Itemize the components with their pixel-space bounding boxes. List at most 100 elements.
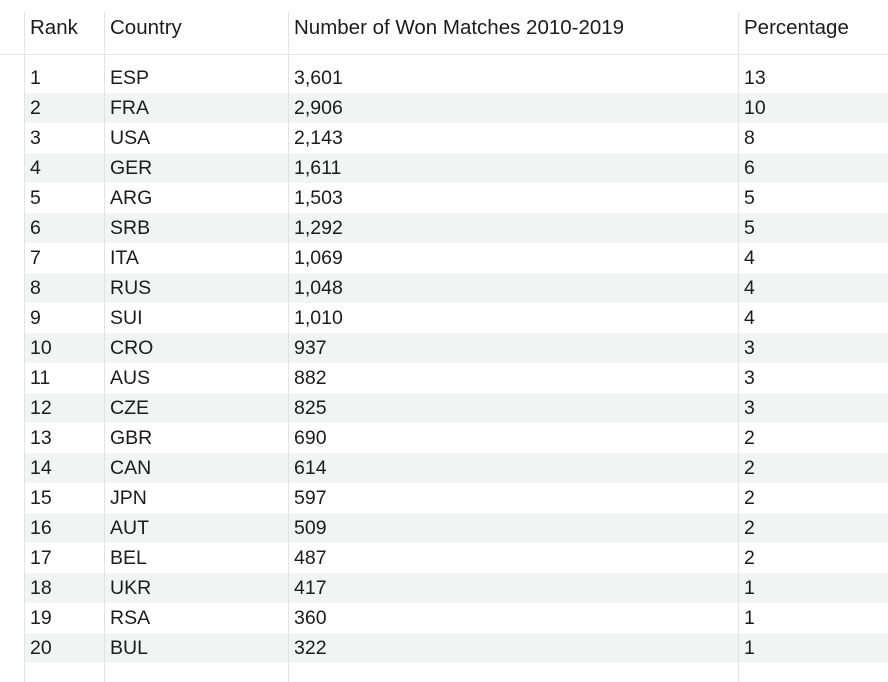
cell-rank[interactable]: 2	[30, 97, 41, 119]
cell-percentage[interactable]: 1	[744, 607, 755, 629]
cell-percentage[interactable]: 2	[744, 427, 755, 449]
cell-rank[interactable]: 9	[30, 307, 41, 329]
cell-percentage[interactable]: 4	[744, 247, 755, 269]
cell-won-matches[interactable]: 360	[294, 607, 327, 629]
cell-rank[interactable]: 19	[30, 607, 52, 629]
cell-won-matches[interactable]: 614	[294, 457, 327, 479]
cell-percentage[interactable]: 2	[744, 517, 755, 539]
cell-percentage[interactable]: 3	[744, 397, 755, 419]
table-row[interactable]: 3 USA 2,143 8	[24, 123, 888, 153]
cell-percentage[interactable]: 6	[744, 157, 755, 179]
cell-percentage[interactable]: 2	[744, 487, 755, 509]
table-row[interactable]: 2 FRA 2,906 10	[24, 93, 888, 123]
cell-won-matches[interactable]: 1,048	[294, 277, 343, 299]
table-row[interactable]: 10 CRO 937 3	[24, 333, 888, 363]
table-row[interactable]: 13 GBR 690 2	[24, 423, 888, 453]
cell-rank[interactable]: 16	[30, 517, 52, 539]
cell-percentage[interactable]: 10	[744, 97, 766, 119]
cell-country[interactable]: ESP	[110, 67, 150, 89]
cell-country[interactable]: UKR	[110, 577, 152, 599]
cell-rank[interactable]: 8	[30, 277, 41, 299]
cell-won-matches[interactable]: 937	[294, 337, 327, 359]
cell-won-matches[interactable]: 882	[294, 367, 327, 389]
cell-percentage[interactable]: 2	[744, 547, 755, 569]
cell-won-matches[interactable]: 690	[294, 427, 327, 449]
cell-percentage[interactable]: 8	[744, 127, 755, 149]
table-row[interactable]: 1 ESP 3,601 13	[24, 63, 888, 93]
cell-won-matches[interactable]: 2,143	[294, 127, 343, 149]
cell-rank[interactable]: 15	[30, 487, 52, 509]
cell-rank[interactable]: 17	[30, 547, 52, 569]
table-row[interactable]: 15 JPN 597 2	[24, 483, 888, 513]
cell-country[interactable]: BEL	[110, 547, 147, 569]
cell-country[interactable]: USA	[110, 127, 151, 149]
cell-country[interactable]: FRA	[110, 97, 149, 119]
cell-won-matches[interactable]: 322	[294, 637, 327, 659]
table-row[interactable]: 8 RUS 1,048 4	[24, 273, 888, 303]
table-row[interactable]: 7 ITA 1,069 4	[24, 243, 888, 273]
table-row[interactable]: 6 SRB 1,292 5	[24, 213, 888, 243]
cell-rank[interactable]: 1	[30, 67, 41, 89]
table-row[interactable]: 12 CZE 825 3	[24, 393, 888, 423]
cell-country[interactable]: AUT	[110, 517, 149, 539]
empty-row[interactable]	[24, 663, 888, 682]
cell-country[interactable]: SUI	[110, 307, 143, 329]
cell-country[interactable]: ITA	[110, 247, 139, 269]
cell-percentage[interactable]: 4	[744, 277, 755, 299]
cell-rank[interactable]: 5	[30, 187, 41, 209]
cell-country[interactable]: CAN	[110, 457, 152, 479]
table-row[interactable]: 20 BUL 322 1	[24, 633, 888, 663]
header-rank[interactable]: Rank	[30, 16, 78, 39]
cell-rank[interactable]: 3	[30, 127, 41, 149]
cell-percentage[interactable]: 5	[744, 187, 755, 209]
cell-rank[interactable]: 20	[30, 637, 52, 659]
cell-country[interactable]: JPN	[110, 487, 147, 509]
table-row[interactable]: 14 CAN 614 2	[24, 453, 888, 483]
cell-won-matches[interactable]: 1,292	[294, 217, 343, 239]
cell-percentage[interactable]: 13	[744, 67, 766, 89]
cell-country[interactable]: BUL	[110, 637, 148, 659]
cell-won-matches[interactable]: 487	[294, 547, 327, 569]
cell-percentage[interactable]: 1	[744, 577, 755, 599]
cell-rank[interactable]: 4	[30, 157, 41, 179]
header-won-matches[interactable]: Number of Won Matches 2010-2019	[294, 16, 625, 39]
table-row[interactable]: 16 AUT 509 2	[24, 513, 888, 543]
cell-country[interactable]: AUS	[110, 367, 151, 389]
cell-won-matches[interactable]: 597	[294, 487, 327, 509]
cell-rank[interactable]: 12	[30, 397, 52, 419]
cell-won-matches[interactable]: 1,069	[294, 247, 343, 269]
cell-rank[interactable]: 14	[30, 457, 52, 479]
cell-percentage[interactable]: 2	[744, 457, 755, 479]
cell-rank[interactable]: 7	[30, 247, 41, 269]
cell-won-matches[interactable]: 1,010	[294, 307, 343, 329]
cell-country[interactable]: RUS	[110, 277, 152, 299]
cell-rank[interactable]: 10	[30, 337, 52, 359]
cell-percentage[interactable]: 3	[744, 337, 755, 359]
cell-won-matches[interactable]: 417	[294, 577, 327, 599]
table-row[interactable]: 11 AUS 882 3	[24, 363, 888, 393]
cell-country[interactable]: SRB	[110, 217, 151, 239]
cell-rank[interactable]: 6	[30, 217, 41, 239]
table-row[interactable]: 19 RSA 360 1	[24, 603, 888, 633]
header-country[interactable]: Country	[110, 16, 182, 39]
cell-rank[interactable]: 11	[30, 367, 51, 389]
cell-country[interactable]: GBR	[110, 427, 153, 449]
table-row[interactable]: 5 ARG 1,503 5	[24, 183, 888, 213]
cell-percentage[interactable]: 1	[744, 637, 755, 659]
cell-won-matches[interactable]: 509	[294, 517, 327, 539]
cell-country[interactable]: ARG	[110, 187, 153, 209]
cell-country[interactable]: CRO	[110, 337, 154, 359]
cell-won-matches[interactable]: 825	[294, 397, 327, 419]
cell-percentage[interactable]: 5	[744, 217, 755, 239]
cell-won-matches[interactable]: 2,906	[294, 97, 343, 119]
table-row[interactable]: 9 SUI 1,010 4	[24, 303, 888, 333]
cell-rank[interactable]: 13	[30, 427, 52, 449]
header-percentage[interactable]: Percentage	[744, 16, 849, 39]
cell-won-matches[interactable]: 3,601	[294, 67, 343, 89]
table-row[interactable]: 18 UKR 417 1	[24, 573, 888, 603]
cell-country[interactable]: CZE	[110, 397, 149, 419]
cell-won-matches[interactable]: 1,611	[294, 157, 342, 179]
cell-percentage[interactable]: 4	[744, 307, 755, 329]
cell-rank[interactable]: 18	[30, 577, 52, 599]
table-row[interactable]: 4 GER 1,611 6	[24, 153, 888, 183]
